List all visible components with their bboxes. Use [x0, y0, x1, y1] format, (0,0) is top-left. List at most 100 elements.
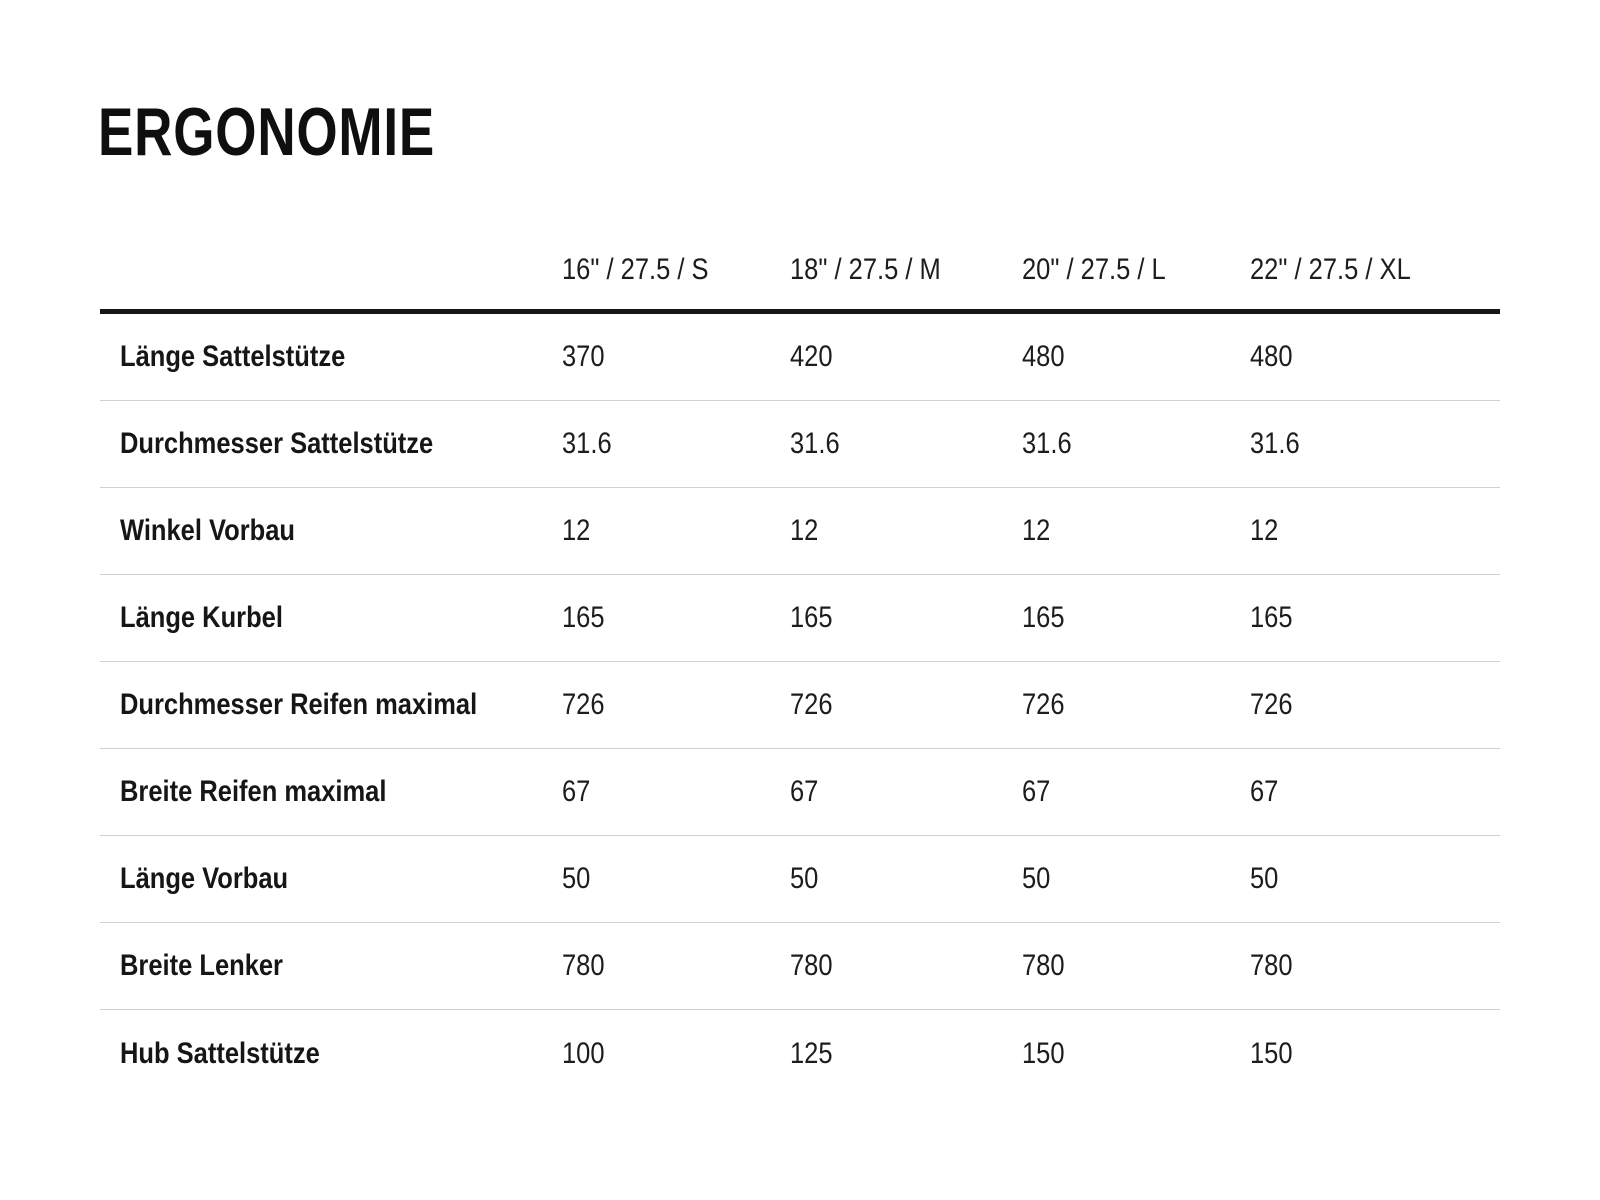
row-value: 480: [1022, 340, 1065, 373]
row-value-cell: 780: [1022, 949, 1250, 983]
row-label-cell: Breite Lenker: [100, 949, 562, 983]
spec-page: ERGONOMIE 16" / 27.5 / S 18" / 27.5 / M …: [98, 98, 1500, 1097]
row-value: 67: [562, 775, 591, 808]
table-row: Länge Kurbel 165 165 165 165: [100, 575, 1500, 662]
column-header-size-xl: 22" / 27.5 / XL: [1250, 253, 1500, 309]
row-value: 31.6: [562, 427, 612, 460]
table-row: Hub Sattelstütze 100 125 150 150: [100, 1010, 1500, 1097]
row-value: 480: [1250, 340, 1293, 373]
row-value: 165: [1022, 601, 1065, 634]
column-header-size-l: 20" / 27.5 / L: [1022, 253, 1250, 309]
row-value-cell: 780: [790, 949, 1022, 983]
row-label-cell: Durchmesser Reifen maximal: [100, 688, 562, 722]
row-value-cell: 165: [1022, 601, 1250, 635]
row-value-cell: 12: [790, 514, 1022, 548]
row-value: 780: [1250, 949, 1293, 982]
row-value: 165: [562, 601, 605, 634]
row-value-cell: 31.6: [1022, 427, 1250, 461]
row-value-cell: 726: [562, 688, 790, 722]
table-row: Breite Reifen maximal 67 67 67 67: [100, 749, 1500, 836]
row-value: 726: [562, 688, 605, 721]
row-value-cell: 12: [562, 514, 790, 548]
row-value: 125: [790, 1036, 833, 1070]
row-label: Durchmesser Sattelstütze: [120, 427, 434, 460]
row-value: 726: [1022, 688, 1065, 721]
row-value: 67: [790, 775, 819, 808]
row-value: 31.6: [790, 427, 840, 460]
row-value: 31.6: [1250, 427, 1300, 460]
row-value-cell: 12: [1250, 514, 1500, 548]
row-label: Breite Lenker: [120, 949, 283, 982]
row-value: 780: [562, 949, 605, 982]
row-label-cell: Länge Sattelstütze: [100, 340, 562, 374]
table-row: Winkel Vorbau 12 12 12 12: [100, 488, 1500, 575]
row-value: 726: [1250, 688, 1293, 721]
row-value: 50: [1250, 862, 1279, 895]
row-label: Länge Vorbau: [120, 862, 289, 895]
row-value-cell: 780: [562, 949, 790, 983]
row-value-cell: 165: [790, 601, 1022, 635]
row-value-cell: 100: [562, 1037, 790, 1071]
row-value: 150: [1250, 1036, 1293, 1070]
row-value-cell: 150: [1250, 1037, 1500, 1071]
row-value: 12: [790, 514, 819, 547]
column-header-label: 16" / 27.5 / S: [562, 253, 709, 286]
row-value: 165: [1250, 601, 1293, 634]
row-label-cell: Winkel Vorbau: [100, 514, 562, 548]
row-value-cell: 165: [1250, 601, 1500, 635]
row-value: 12: [562, 514, 591, 547]
row-value: 370: [562, 340, 605, 373]
column-header-size-s: 16" / 27.5 / S: [562, 253, 790, 309]
row-label: Durchmesser Reifen maximal: [120, 688, 478, 721]
table-body: Länge Sattelstütze 370 420 480 480 Durchmesse…: [100, 314, 1500, 1097]
row-value: 50: [1022, 862, 1051, 895]
row-value: 50: [790, 862, 819, 895]
ergonomics-table: 16" / 27.5 / S 18" / 27.5 / M 20" / 27.5…: [100, 202, 1500, 1097]
row-value-cell: 50: [562, 862, 790, 896]
row-value-cell: 67: [1250, 775, 1500, 809]
table-header-row: 16" / 27.5 / S 18" / 27.5 / M 20" / 27.5…: [100, 202, 1500, 314]
row-value-cell: 726: [1022, 688, 1250, 722]
row-value-cell: 31.6: [1250, 427, 1500, 461]
row-value-cell: 480: [1250, 340, 1500, 374]
row-value: 50: [562, 862, 591, 895]
row-value: 12: [1022, 514, 1051, 547]
row-value-cell: 125: [790, 1037, 1022, 1071]
column-header-label: 20" / 27.5 / L: [1022, 253, 1166, 286]
row-value-cell: 12: [1022, 514, 1250, 548]
row-value: 420: [790, 340, 833, 373]
row-label: Winkel Vorbau: [120, 514, 295, 547]
row-value-cell: 370: [562, 340, 790, 374]
row-value-cell: 420: [790, 340, 1022, 374]
row-label: Länge Kurbel: [120, 601, 283, 634]
table-row: Länge Vorbau 50 50 50 50: [100, 836, 1500, 923]
row-value-cell: 31.6: [790, 427, 1022, 461]
row-value-cell: 50: [1250, 862, 1500, 896]
row-label-cell: Durchmesser Sattelstütze: [100, 427, 562, 461]
row-value: 150: [1022, 1036, 1065, 1070]
row-value-cell: 50: [790, 862, 1022, 896]
row-value: 726: [790, 688, 833, 721]
row-value: 780: [1022, 949, 1065, 982]
row-value-cell: 780: [1250, 949, 1500, 983]
row-label: Breite Reifen maximal: [120, 775, 387, 808]
row-label-cell: Hub Sattelstütze: [100, 1037, 562, 1071]
row-value: 67: [1022, 775, 1051, 808]
table-row: Durchmesser Sattelstütze 31.6 31.6 31.6 31.6: [100, 401, 1500, 488]
row-value-cell: 67: [790, 775, 1022, 809]
row-label: Hub Sattelstütze: [120, 1036, 320, 1070]
table-row: Durchmesser Reifen maximal 726 726 726 726: [100, 662, 1500, 749]
row-label-cell: Länge Kurbel: [100, 601, 562, 635]
row-value: 100: [562, 1036, 605, 1070]
row-value: 31.6: [1022, 427, 1072, 460]
table-row: Breite Lenker 780 780 780 780: [100, 923, 1500, 1010]
row-value-cell: 50: [1022, 862, 1250, 896]
row-value: 67: [1250, 775, 1279, 808]
row-value-cell: 150: [1022, 1037, 1250, 1071]
row-value-cell: 67: [1022, 775, 1250, 809]
row-value: 12: [1250, 514, 1279, 547]
row-value: 780: [790, 949, 833, 982]
table-header-spacer: [100, 287, 562, 309]
row-value: 165: [790, 601, 833, 634]
column-header-size-m: 18" / 27.5 / M: [790, 253, 1022, 309]
